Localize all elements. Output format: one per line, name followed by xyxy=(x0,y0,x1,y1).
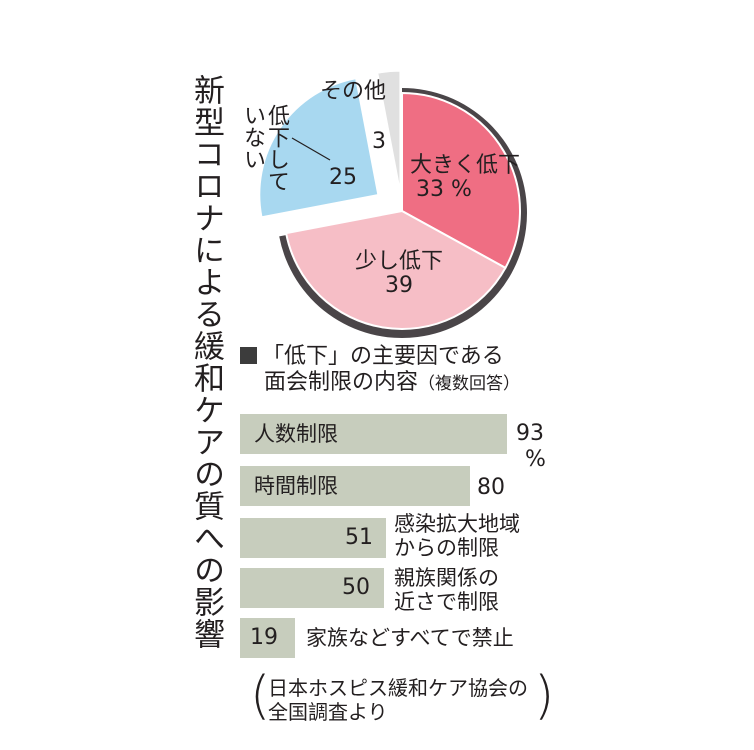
bar-label-4: 家族などすべてで禁止 xyxy=(306,626,514,650)
pie-slice-other xyxy=(377,70,401,190)
pie-label-big-drop-value: 33 % xyxy=(416,177,472,202)
bar-value-3: 50 xyxy=(342,575,370,600)
pie-label-small-drop-value: 39 xyxy=(385,273,413,298)
bar-chart-title: 「低下」の主要因である 面会制限の内容（複数回答） xyxy=(240,344,520,397)
pie-label-big-drop: 大きく低下 33 % xyxy=(410,154,520,202)
bar-title-note: （複数回答） xyxy=(418,374,521,394)
bar-label-3: 親族関係の 近さで制限 xyxy=(394,566,499,614)
pie-label-other: その他 xyxy=(320,79,387,104)
leader-line xyxy=(291,137,331,161)
bar-value-4: 19 xyxy=(250,625,278,650)
bar-title-line2: 面会制限の内容 xyxy=(264,370,419,395)
pie-value-other: 3 xyxy=(372,129,386,154)
pie-label-small-drop: 少し低下 39 xyxy=(355,250,443,298)
source-paren-right: ) xyxy=(534,666,555,726)
bar-4 xyxy=(240,618,295,658)
bar-title-line1: 「低下」の主要因である xyxy=(262,344,504,369)
source-paren-left: ( xyxy=(250,666,271,726)
bar-value-2: 51 xyxy=(345,525,373,550)
pie-slice-small-drop xyxy=(284,209,507,330)
chart-title: 新型コロナによる緩和ケアの質への影響 xyxy=(188,74,224,650)
bar-label-2: 感染拡大地域 からの制限 xyxy=(394,512,520,560)
bar-value-1: 80 xyxy=(477,475,505,500)
bar-label-3-line2: 近さで制限 xyxy=(394,590,499,614)
bar-3 xyxy=(240,568,384,608)
pie-label-no-drop-line2: いない xyxy=(240,104,265,170)
pie-slice-no-drop xyxy=(259,78,379,218)
pie-label-big-drop-name: 大きく低下 xyxy=(410,153,521,178)
section-marker-icon xyxy=(240,347,257,364)
bar-label-2-line1: 感染拡大地域 xyxy=(394,512,520,536)
bar-0 xyxy=(240,414,507,454)
bar-label-1: 時間制限 xyxy=(254,474,338,498)
pie-slice-big-drop xyxy=(401,91,521,270)
source-note: 日本ホスピス緩和ケア協会の 全国調査より xyxy=(268,676,528,724)
bar-label-0: 人数制限 xyxy=(254,422,338,446)
bar-1 xyxy=(240,466,470,506)
bar-label-2-line2: からの制限 xyxy=(394,536,499,560)
bar-value-0: 93 xyxy=(516,421,544,446)
source-line2: 全国調査より xyxy=(268,700,388,724)
source-line1: 日本ホスピス緩和ケア協会の xyxy=(268,676,528,700)
bar-unit: % xyxy=(525,447,546,472)
pie-value-no-drop: 25 xyxy=(329,165,357,190)
bar-label-3-line1: 親族関係の xyxy=(394,566,499,590)
pie-label-small-drop-name: 少し低下 xyxy=(355,249,444,274)
pie-label-no-drop-line1: 低下して xyxy=(264,104,289,192)
bar-2 xyxy=(240,518,387,558)
